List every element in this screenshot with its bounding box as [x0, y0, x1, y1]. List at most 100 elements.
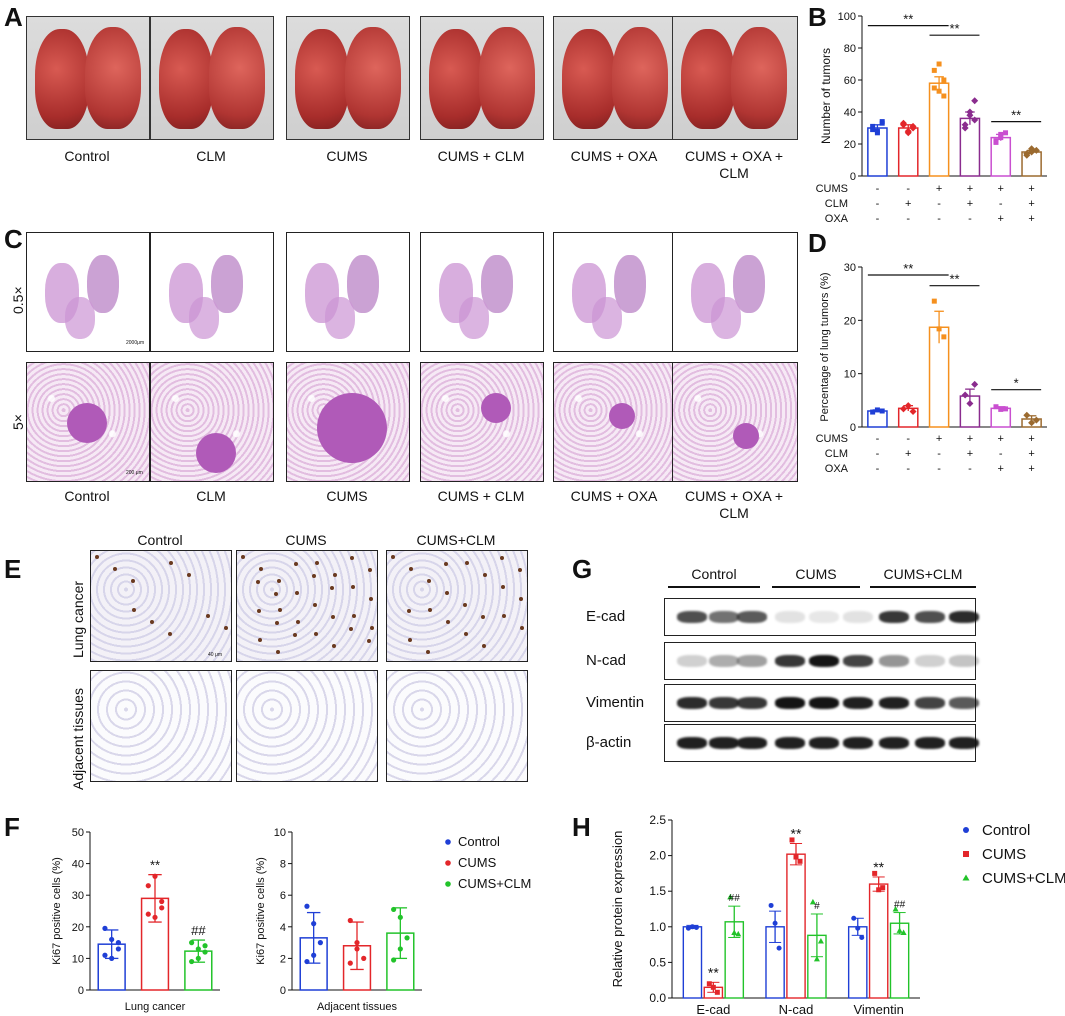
y-tick-label: 50 [72, 827, 84, 839]
ki67-positive-nucleus [481, 615, 485, 619]
treatment-sign: + [998, 183, 1004, 195]
treatment-row-label: OXA [825, 213, 849, 225]
ki67-positive-nucleus [275, 621, 279, 625]
data-point [789, 837, 795, 843]
blot-band [809, 611, 839, 623]
treatment-row-label: OXA [825, 463, 849, 475]
data-point [874, 407, 880, 413]
treatment-sign: - [968, 463, 972, 475]
blot-band [709, 737, 739, 749]
y-tick-label: 20 [844, 139, 856, 151]
blot-group-label: CUMS [795, 566, 837, 582]
treatment-sign: + [998, 433, 1004, 445]
legend-label: Control [458, 834, 500, 849]
significance-mark: ** [873, 859, 884, 875]
lung-left-lobe [35, 29, 89, 129]
ihc-lung-cancer-image [90, 550, 232, 662]
ki67-positive-nucleus [444, 562, 448, 566]
legend-marker [963, 851, 969, 857]
data-point [899, 119, 907, 127]
data-point [693, 925, 699, 931]
data-point [1003, 406, 1009, 412]
data-point [706, 981, 712, 987]
data-point [870, 127, 876, 133]
treatment-sign: + [936, 183, 942, 195]
tissue-lobe [592, 297, 622, 339]
data-point [102, 952, 108, 958]
treatment-sign: - [968, 213, 972, 225]
ki67-positive-nucleus [333, 573, 337, 577]
ki67-positive-nucleus [330, 586, 334, 590]
ki67-positive-nucleus [370, 626, 374, 630]
ki67-positive-nucleus [296, 620, 300, 624]
y-tick-label: 20 [72, 922, 84, 934]
treatment-row-label: CLM [825, 198, 848, 210]
y-tick-label: 10 [844, 369, 856, 381]
data-point [397, 946, 403, 952]
significance-mark: ** [708, 964, 719, 980]
y-tick-label: 2 [280, 953, 286, 965]
ki67-positive-nucleus [349, 627, 353, 631]
chart-f-lung-cancer: 0 10 20 30 40 50 Ki67 positive cells (%) Lung c… [51, 827, 220, 1013]
treatment-sign: - [999, 448, 1003, 460]
y-tick-label: 0.0 [649, 991, 666, 1005]
group-caption-a: CLM [196, 148, 226, 164]
tissue-lobe [733, 255, 765, 313]
tissue-lobe [211, 255, 243, 313]
group-caption-c: CUMS + CLM [437, 488, 525, 504]
y-tick-label: 2.0 [649, 849, 666, 863]
data-point [768, 902, 774, 908]
treatment-sign: + [905, 448, 911, 460]
significance-mark: ** [949, 272, 959, 287]
y-tick-label: 0 [78, 985, 84, 997]
ki67-positive-nucleus [446, 620, 450, 624]
legend-marker [445, 839, 451, 845]
ki67-positive-nucleus [519, 597, 523, 601]
ihc-row-label-adjacent: Adjacent tissues [70, 688, 86, 790]
row-label-5x: 5× [10, 414, 26, 430]
blot-band [737, 697, 767, 709]
he-section-5x [26, 362, 150, 482]
ki67-positive-nucleus [169, 561, 173, 565]
lung-photo [553, 16, 677, 140]
blot-band [879, 697, 909, 709]
treatment-sign: + [967, 433, 973, 445]
he-section-05x [286, 232, 410, 352]
ihc-lung-cancer-image [386, 550, 528, 662]
ki67-positive-nucleus [407, 609, 411, 613]
x-category-label: Vimentin [853, 1002, 903, 1016]
data-point [899, 405, 907, 413]
blot-group-underline [772, 586, 860, 588]
data-point [961, 121, 969, 129]
significance-mark: ** [1011, 108, 1021, 123]
x-axis-title: Lung cancer [125, 1001, 186, 1013]
ki67-positive-nucleus [224, 626, 228, 630]
treatment-sign: - [906, 183, 910, 195]
significance-mark: ## [191, 923, 206, 938]
ihc-col-header: Control [137, 532, 183, 548]
data-point [896, 927, 903, 933]
treatment-sign: + [1028, 448, 1034, 460]
ki67-positive-nucleus [294, 562, 298, 566]
ki67-positive-nucleus [259, 567, 263, 571]
data-point [1028, 419, 1036, 427]
he-section-05x [420, 232, 544, 352]
data-point [870, 123, 876, 129]
data-point [152, 914, 158, 920]
data-point [904, 402, 912, 410]
y-tick-label: 8 [280, 859, 286, 871]
group-caption-c: Control [64, 488, 110, 504]
significance-mark: ** [903, 261, 913, 276]
group-caption-c: CUMS [326, 488, 368, 504]
blot-band [809, 697, 839, 709]
data-point [998, 135, 1004, 141]
ki67-positive-nucleus [445, 591, 449, 595]
lung-right-lobe [731, 27, 787, 129]
data-point [710, 984, 716, 990]
blot-band [775, 737, 805, 749]
treatment-sign: + [905, 198, 911, 210]
lung-right-lobe [209, 27, 265, 129]
data-point [874, 130, 880, 136]
ki67-positive-nucleus [501, 585, 505, 589]
treatment-sign: - [937, 198, 941, 210]
